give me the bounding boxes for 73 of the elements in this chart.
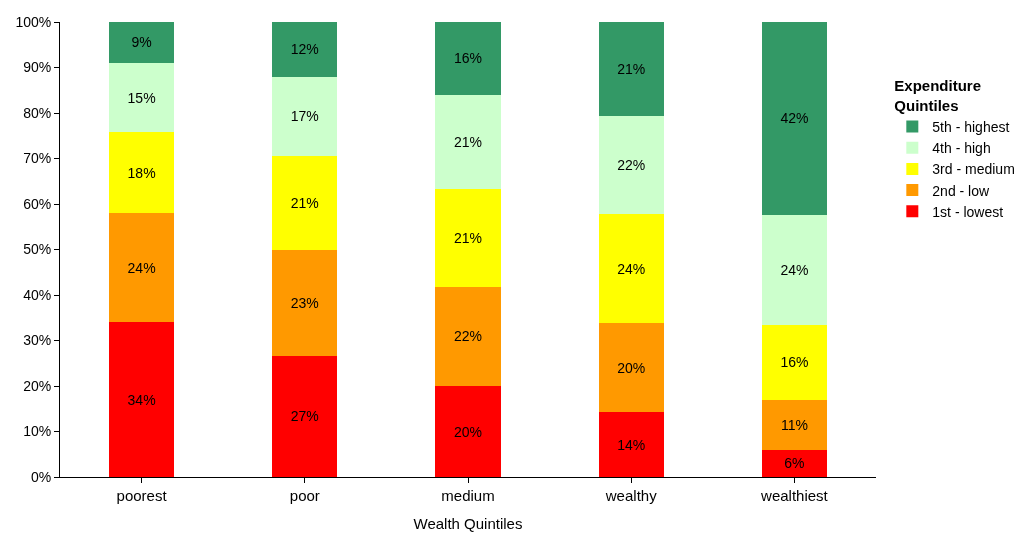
data-label: 21% xyxy=(617,60,646,77)
data-label: 16% xyxy=(780,354,809,371)
bar xyxy=(761,325,828,400)
data-label: 22% xyxy=(617,156,646,173)
y-tick-label: 20% xyxy=(23,377,52,394)
legend-label: 3rd - medium xyxy=(932,161,1015,178)
y-tick-label: 80% xyxy=(23,104,52,121)
bar xyxy=(761,399,828,450)
bar xyxy=(108,213,175,323)
x-tick-label: poorest xyxy=(116,487,168,504)
y-tick-label: 60% xyxy=(23,195,52,212)
data-label: 24% xyxy=(617,260,646,277)
bar xyxy=(598,323,664,413)
data-label: 20% xyxy=(453,423,483,440)
data-label: 22% xyxy=(453,328,483,345)
data-label: 24% xyxy=(780,261,809,278)
y-tick-label: 30% xyxy=(23,332,52,349)
bar xyxy=(272,155,338,251)
data-label: 20% xyxy=(617,359,646,376)
data-label: 6% xyxy=(784,455,805,472)
data-label: 27% xyxy=(290,408,319,425)
x-tick-label: wealthy xyxy=(604,487,658,504)
data-label: 18% xyxy=(127,164,156,181)
data-label: 34% xyxy=(127,391,156,408)
data-label: 21% xyxy=(453,230,483,247)
data-label: 11% xyxy=(780,416,808,433)
legend-label: 1st - lowest xyxy=(932,203,1004,220)
bar xyxy=(598,214,664,324)
x-axis-title: Wealth Quintiles xyxy=(413,515,523,532)
data-label: 21% xyxy=(290,195,319,212)
data-label: 15% xyxy=(127,89,156,106)
bar xyxy=(272,76,338,156)
y-tick-label: 0% xyxy=(30,468,52,485)
legend-label: 2nd - low xyxy=(932,182,991,199)
bar xyxy=(598,412,664,477)
bar xyxy=(272,355,338,477)
y-tick-label: 40% xyxy=(23,286,52,303)
bar xyxy=(598,115,664,215)
legend-label: 5th - highest xyxy=(932,118,1010,135)
data-label: 12% xyxy=(290,41,319,58)
legend-label: 4th - high xyxy=(932,140,991,157)
legend-title: Expenditure Quintiles xyxy=(894,77,982,114)
y-tick-label: 90% xyxy=(23,59,52,76)
data-label: 21% xyxy=(453,134,483,151)
data-label: 14% xyxy=(617,436,646,453)
x-tick-label: poor xyxy=(289,487,320,504)
bar xyxy=(272,22,338,77)
bar xyxy=(435,22,501,95)
bar xyxy=(761,449,828,477)
bar xyxy=(108,322,175,477)
bar xyxy=(435,189,501,287)
bar xyxy=(108,22,175,63)
bar xyxy=(272,250,338,356)
bar xyxy=(598,22,664,116)
data-label: 17% xyxy=(290,108,319,125)
y-tick-label: 10% xyxy=(23,423,52,440)
data-label: 16% xyxy=(453,50,483,67)
y-tick-label: 100% xyxy=(15,13,52,30)
data-label: 42% xyxy=(780,110,809,127)
bar xyxy=(435,286,501,386)
bar xyxy=(108,62,175,133)
bar xyxy=(435,386,501,477)
data-label: 24% xyxy=(127,259,156,276)
y-tick-label: 70% xyxy=(23,150,52,167)
bar xyxy=(761,214,828,326)
bar xyxy=(108,132,175,214)
bar xyxy=(435,94,501,190)
x-tick-label: wealthiest xyxy=(760,487,829,504)
x-tick-label: medium xyxy=(441,487,495,504)
y-tick-label: 50% xyxy=(23,241,52,258)
data-label: 23% xyxy=(290,295,319,312)
data-label: 9% xyxy=(131,34,152,51)
bar xyxy=(761,22,828,215)
